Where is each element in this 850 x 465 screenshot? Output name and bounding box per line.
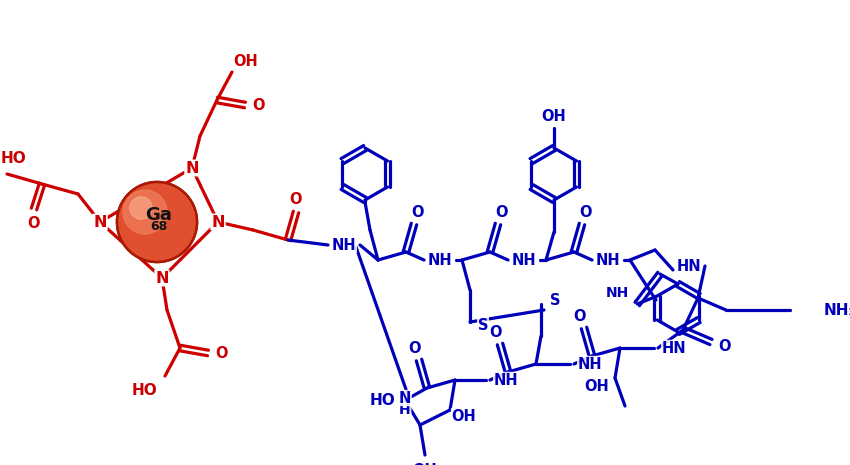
Text: OH: OH — [541, 108, 566, 124]
Text: NH: NH — [512, 252, 536, 267]
Text: N: N — [185, 160, 199, 175]
Text: N: N — [399, 391, 411, 405]
Text: HO: HO — [1, 151, 27, 166]
Text: O: O — [409, 340, 422, 356]
Text: 68: 68 — [150, 219, 167, 232]
Circle shape — [130, 197, 152, 219]
Circle shape — [117, 182, 197, 262]
Circle shape — [123, 190, 167, 234]
Circle shape — [123, 190, 167, 234]
Text: OH: OH — [234, 54, 258, 69]
Text: O: O — [496, 205, 508, 219]
Text: O: O — [574, 308, 586, 324]
Text: S: S — [478, 318, 488, 332]
Text: OH: OH — [451, 408, 476, 424]
Text: OH: OH — [585, 379, 609, 393]
Text: Ga: Ga — [145, 206, 173, 224]
Text: HO: HO — [132, 383, 158, 398]
Circle shape — [117, 182, 197, 262]
Text: NH: NH — [605, 286, 629, 300]
Text: HO: HO — [370, 392, 396, 407]
Text: N: N — [156, 271, 169, 286]
Text: NH: NH — [494, 372, 518, 387]
Text: N: N — [212, 214, 224, 230]
Text: H: H — [400, 403, 411, 417]
Text: O: O — [28, 215, 40, 231]
Text: S: S — [550, 292, 560, 307]
Text: N: N — [185, 160, 199, 175]
Text: O: O — [580, 205, 592, 219]
Text: HN: HN — [677, 259, 701, 273]
Text: N: N — [94, 214, 107, 230]
Text: N: N — [94, 214, 107, 230]
Text: O: O — [411, 205, 424, 219]
Text: O: O — [490, 325, 502, 339]
Text: O: O — [252, 98, 265, 113]
Text: O: O — [290, 192, 303, 206]
Text: N: N — [212, 214, 224, 230]
Text: NH: NH — [578, 357, 603, 372]
Text: HN: HN — [661, 340, 686, 356]
Text: Ga: Ga — [145, 206, 173, 224]
Text: 68: 68 — [150, 219, 167, 232]
Text: NH₂: NH₂ — [824, 303, 850, 318]
Text: NH: NH — [332, 238, 356, 252]
Text: NH: NH — [596, 252, 620, 267]
Text: NH: NH — [428, 252, 452, 267]
Text: OH: OH — [412, 463, 438, 465]
Text: O: O — [216, 345, 229, 360]
Text: O: O — [719, 339, 731, 353]
Circle shape — [130, 197, 152, 219]
Text: N: N — [156, 271, 169, 286]
